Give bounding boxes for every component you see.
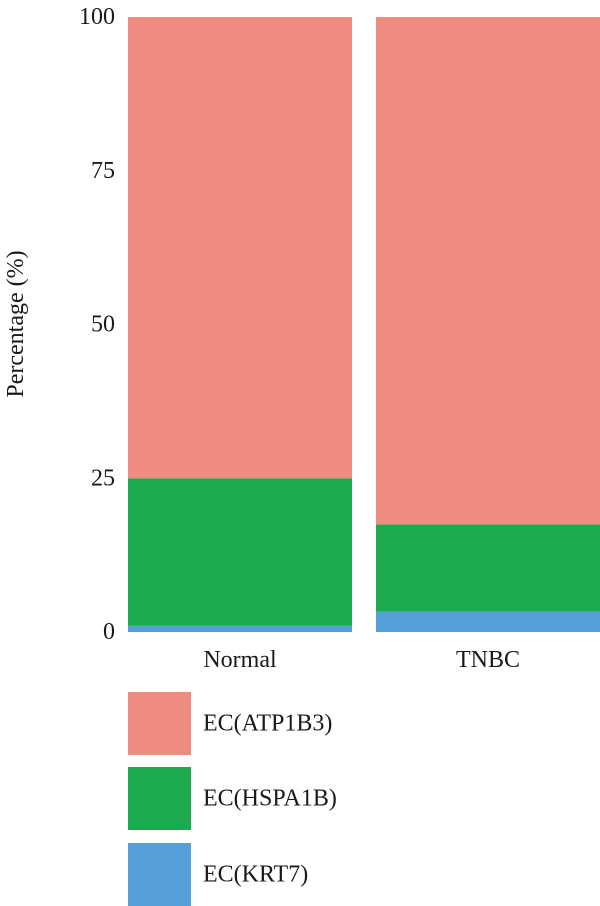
bar-segment-tnbc-2 xyxy=(376,17,600,525)
y-tick-label: 100 xyxy=(79,4,115,30)
y-tick-label: 25 xyxy=(91,465,115,491)
legend-swatch xyxy=(128,767,191,830)
bar-segment-normal-1 xyxy=(128,478,352,626)
bar-segment-tnbc-1 xyxy=(376,524,600,612)
legend-swatch xyxy=(128,692,191,755)
x-tick-label: Normal xyxy=(203,647,277,673)
y-tick-label: 75 xyxy=(91,158,115,184)
bar-segment-tnbc-0 xyxy=(376,611,600,632)
y-axis-title: Percentage (%) xyxy=(3,250,29,397)
bar-segment-normal-2 xyxy=(128,17,352,479)
bar-segment-normal-0 xyxy=(128,625,352,632)
y-tick-label: 0 xyxy=(103,619,115,645)
x-tick-label: TNBC xyxy=(456,647,520,673)
legend: EC(ATP1B3) EC(HSPA1B) EC(KRT7) xyxy=(128,692,337,906)
legend-label: EC(KRT7) xyxy=(203,862,308,888)
legend-label: EC(HSPA1B) xyxy=(203,786,337,812)
legend-swatch xyxy=(128,843,191,906)
legend-label: EC(ATP1B3) xyxy=(203,711,332,737)
y-axis-ticks: 0 25 50 75 100 xyxy=(79,4,115,645)
bars xyxy=(128,17,600,632)
x-axis-ticks: Normal TNBC xyxy=(203,647,520,673)
y-tick-label: 50 xyxy=(91,312,115,338)
